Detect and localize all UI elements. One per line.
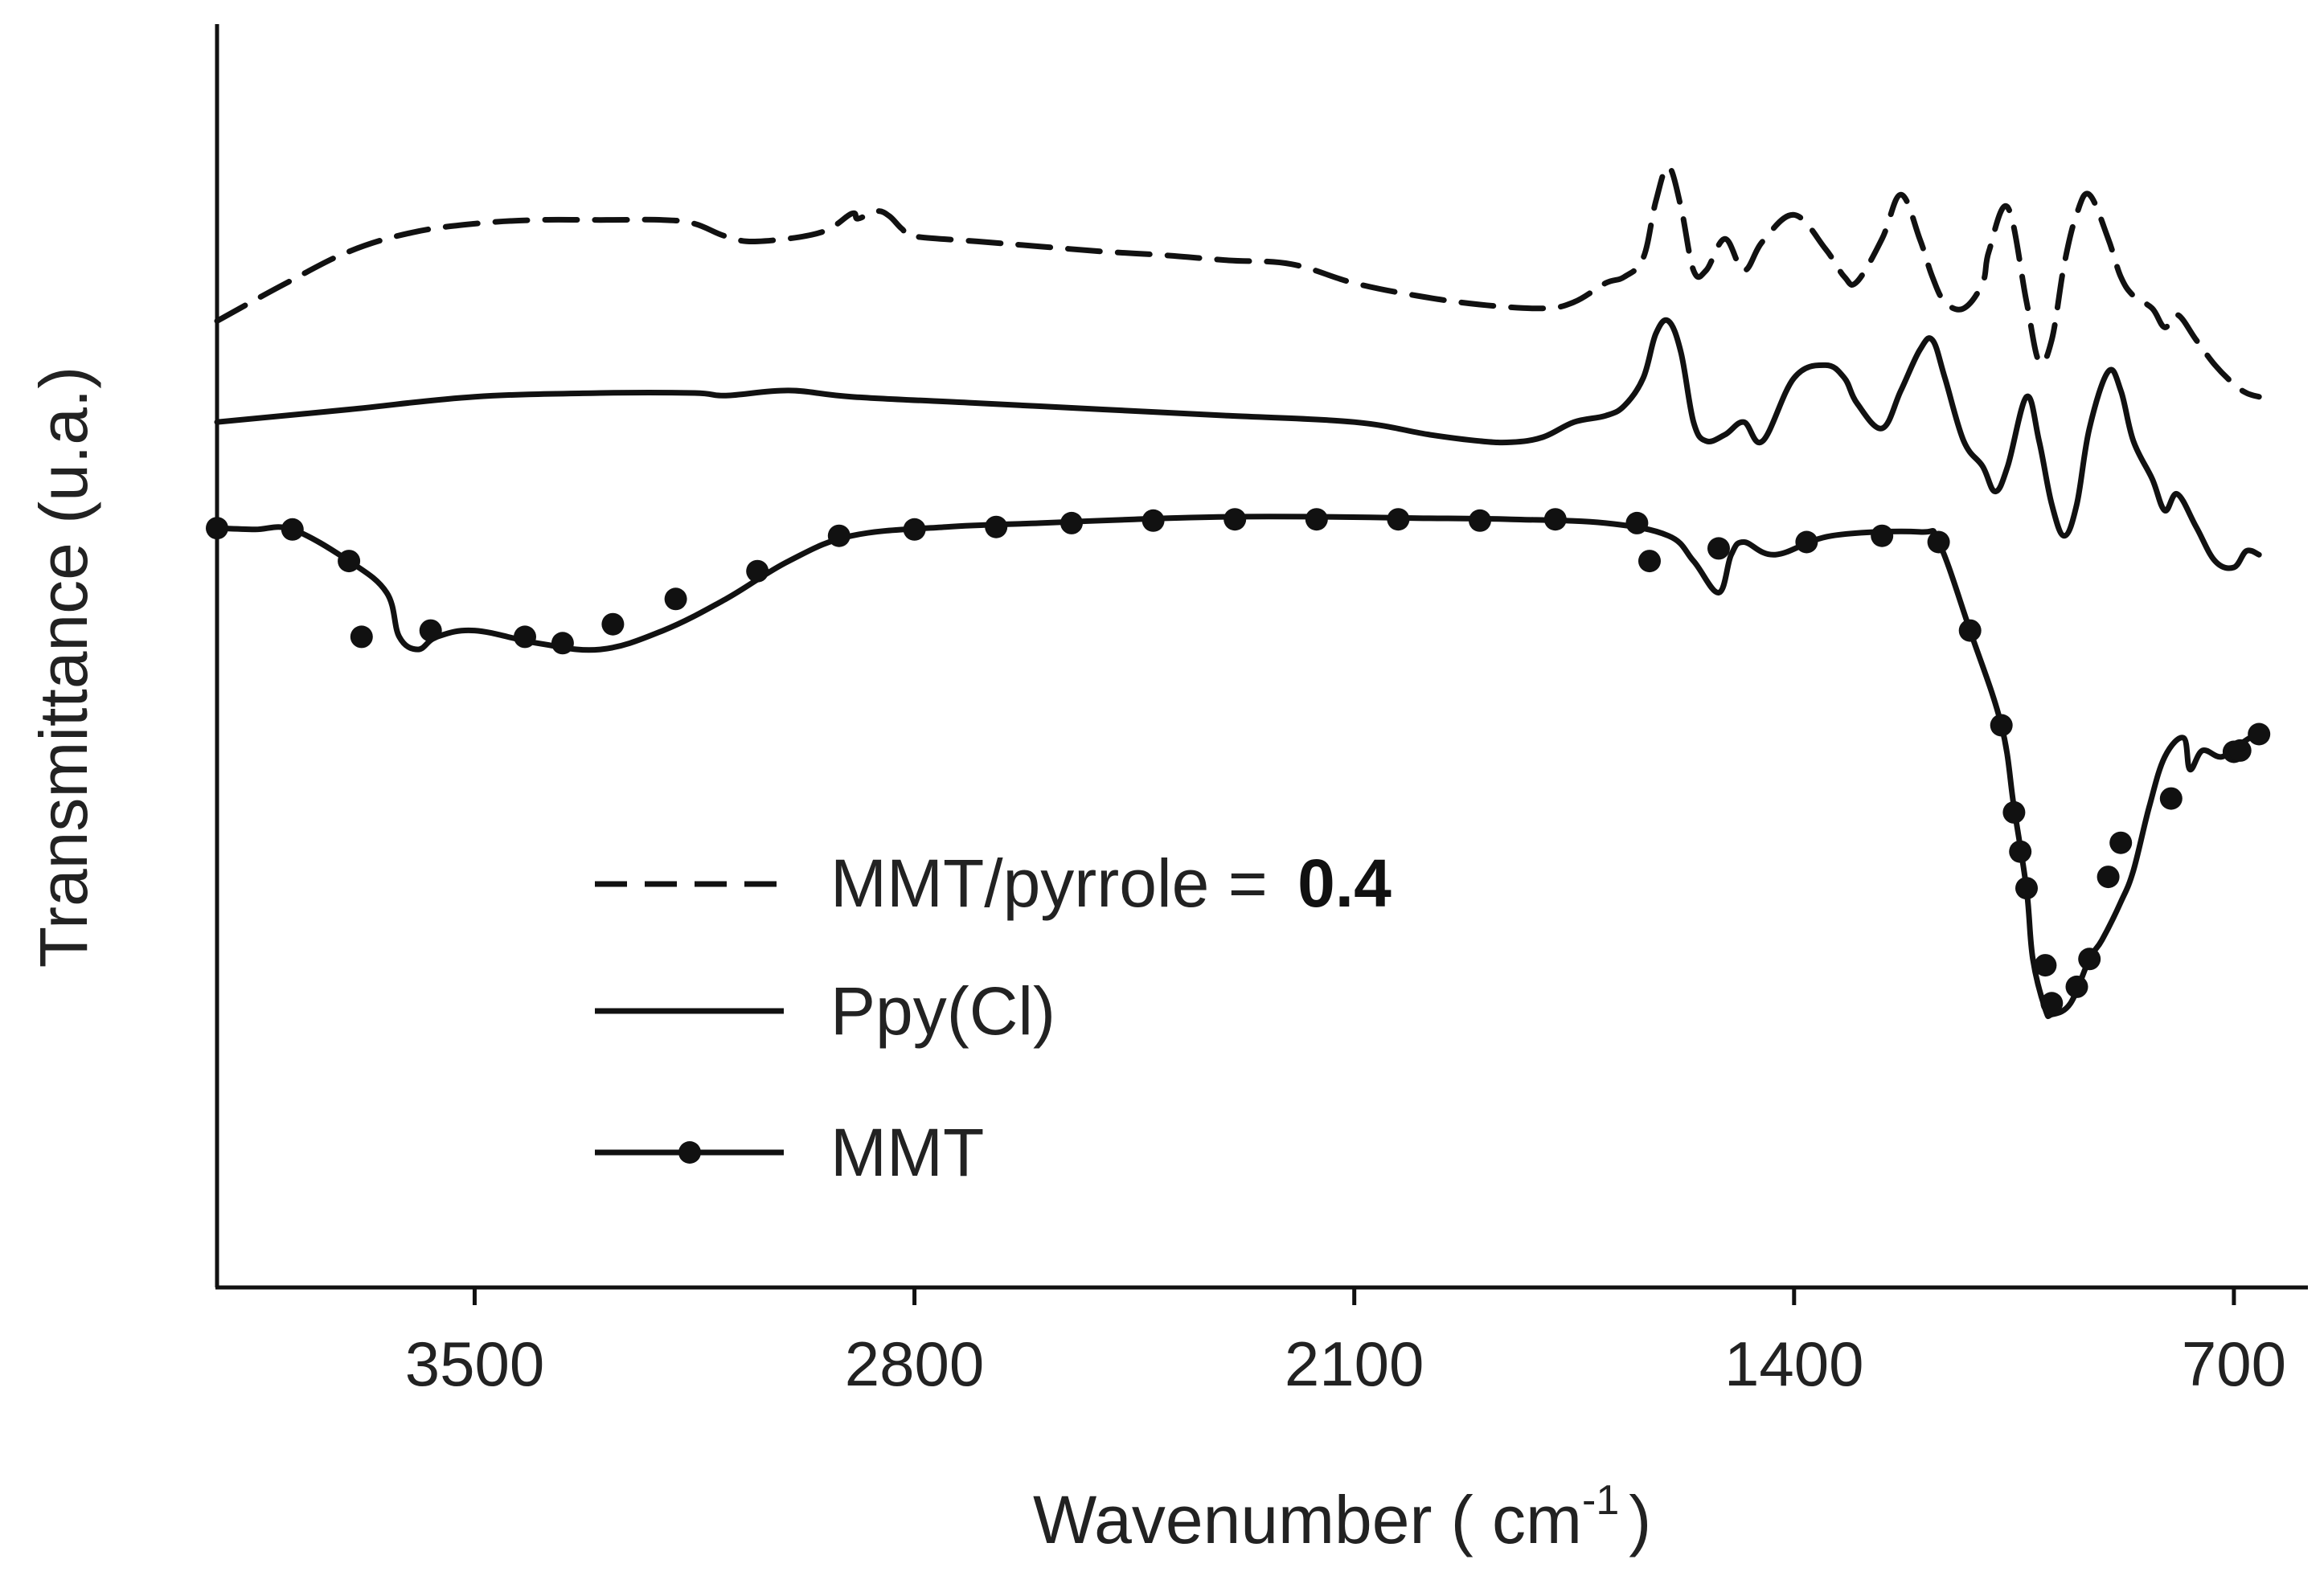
series-marker-mmt xyxy=(1990,714,2013,737)
series-marker-mmt xyxy=(1707,537,1730,560)
series-marker-mmt xyxy=(514,625,536,649)
series-marker-mmt xyxy=(985,515,1008,538)
series-marker-mmt xyxy=(664,587,687,611)
series-marker-mmt xyxy=(2015,877,2038,900)
series-marker-mmt xyxy=(903,518,926,541)
series-marker-mmt xyxy=(1871,524,1894,547)
series-marker-mmt xyxy=(1638,550,1661,573)
x-tick-label-1400: 1400 xyxy=(1724,1328,1864,1399)
x-axis-title-main: Wavenumber ( cm xyxy=(1033,1482,1582,1557)
x-tick-label-700: 700 xyxy=(2182,1328,2286,1399)
series-marker-mmt xyxy=(1795,530,1818,554)
series-marker-mmt xyxy=(2159,787,2183,810)
series-marker-mmt xyxy=(1958,619,1982,642)
series-marker-mmt xyxy=(2009,840,2032,863)
series-line-mmt xyxy=(214,514,2262,1020)
y-axis-title: Transmittance (u.a.) xyxy=(26,366,101,968)
series-marker-mmt xyxy=(746,559,769,583)
series-marker-mmt xyxy=(419,619,442,642)
series-marker-mmt xyxy=(1927,530,1950,554)
x-tick-label-2100: 2100 xyxy=(1285,1328,1424,1399)
x-ticks: 3500 2800 2100 1400 700 xyxy=(405,1287,2286,1399)
x-axis-title: Wavenumber ( cm-1) xyxy=(1033,1477,1651,1557)
series-marker-mmt xyxy=(281,518,304,541)
series-marker-mmt xyxy=(2078,948,2101,971)
series-marker-mmt xyxy=(350,625,373,649)
series-marker-mmt xyxy=(1223,508,1247,531)
series-marker-mmt xyxy=(2248,722,2271,746)
x-tick-label-3500: 3500 xyxy=(405,1328,545,1399)
series-marker-mmt xyxy=(206,517,228,540)
series-marker-mmt xyxy=(2097,866,2120,889)
series-line-mmt-pyrrole xyxy=(214,164,2262,400)
series-marker-mmt xyxy=(2228,739,2252,762)
x-tick-label-2800: 2800 xyxy=(845,1328,985,1399)
series-marker-mmt xyxy=(1142,509,1165,532)
series-marker-mmt xyxy=(2002,800,2026,824)
series-line-ppy-cl xyxy=(214,317,2262,571)
series-marker-mmt xyxy=(1625,511,1649,534)
legend: MMT/pyrrole = 0.4 Ppy(Cl) MMT xyxy=(595,845,1392,1190)
series-marker-mmt xyxy=(2109,831,2133,854)
series-marker-mmt xyxy=(1060,511,1083,534)
series-marker-mmt xyxy=(601,612,625,636)
legend-label-mmt-pyrrole-value: 0.4 xyxy=(1297,845,1392,921)
series-marker-mmt xyxy=(2040,992,2064,1015)
series-marker-mmt xyxy=(338,550,361,573)
legend-label-ppy-cl: Ppy(Cl) xyxy=(830,973,1055,1049)
legend-label-mmt-pyrrole-name: MMT/pyrrole = xyxy=(830,845,1286,921)
series-marker-mmt xyxy=(1469,509,1491,532)
series-marker-mmt xyxy=(827,524,850,547)
legend-label-mmt-pyrrole: MMT/pyrrole = 0.4 xyxy=(830,845,1392,921)
series-marker-mmt xyxy=(2065,975,2088,998)
x-axis-title-close: ) xyxy=(1629,1482,1651,1557)
series-marker-mmt xyxy=(1305,508,1328,531)
series-marker-mmt xyxy=(551,632,574,655)
series-marker-mmt xyxy=(1387,508,1410,531)
legend-label-mmt: MMT xyxy=(830,1115,984,1190)
series-marker-mmt xyxy=(1543,508,1567,531)
legend-swatch-marker-dot xyxy=(678,1141,701,1164)
series-layer xyxy=(206,164,2271,1020)
x-axis-title-superscript: -1 xyxy=(1582,1477,1619,1524)
series-marker-mmt xyxy=(2034,954,2057,977)
